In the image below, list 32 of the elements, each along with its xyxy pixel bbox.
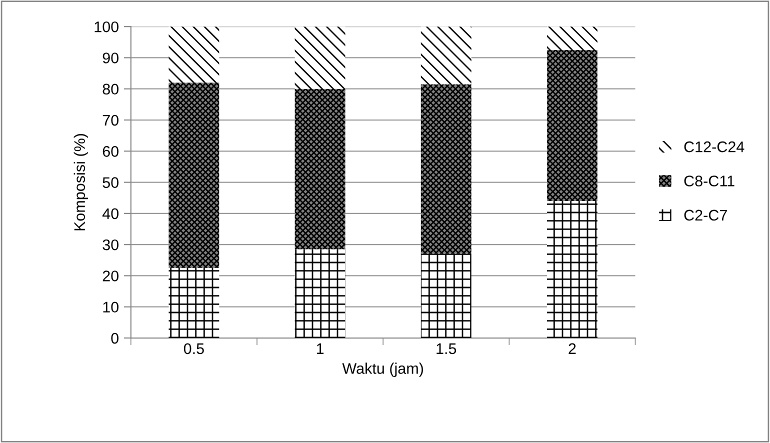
- y-axis-title: Komposisi (%): [74, 134, 88, 230]
- bar: [168, 82, 220, 268]
- bar: [168, 268, 220, 338]
- legend-label: C12-C24: [684, 141, 744, 152]
- bar: [420, 254, 472, 338]
- y-tick-label: 50: [102, 177, 118, 188]
- bar: [294, 249, 346, 338]
- bar: [294, 26, 346, 89]
- y-tick-label: 100: [94, 21, 118, 32]
- y-tick-label: 90: [102, 52, 118, 64]
- y-tick-label: 30: [102, 239, 118, 250]
- y-tick-label: 60: [102, 146, 118, 157]
- bar: [546, 200, 598, 338]
- y-tick-label: 70: [102, 114, 118, 126]
- x-axis-title: Waktu (jam): [342, 362, 424, 377]
- y-tick-label: 20: [102, 270, 118, 282]
- y-tick-label: 40: [102, 208, 118, 220]
- bar: [546, 26, 598, 50]
- x-tick-label: 0.5: [184, 343, 204, 354]
- bar: [294, 88, 346, 250]
- legend-label: C8-C11: [684, 176, 734, 186]
- x-tick-label: 1: [316, 343, 324, 354]
- y-tick-label: 80: [102, 84, 118, 95]
- x-tick-label: 1.5: [436, 343, 456, 354]
- bar: [420, 84, 472, 254]
- legend-label: C2-C7: [684, 210, 727, 221]
- bar: [420, 26, 472, 84]
- y-tick-label: 0: [111, 332, 118, 344]
- bar: [546, 50, 598, 201]
- y-tick-label: 10: [103, 302, 118, 313]
- x-tick-label: 2: [568, 343, 576, 354]
- bar: [168, 26, 220, 83]
